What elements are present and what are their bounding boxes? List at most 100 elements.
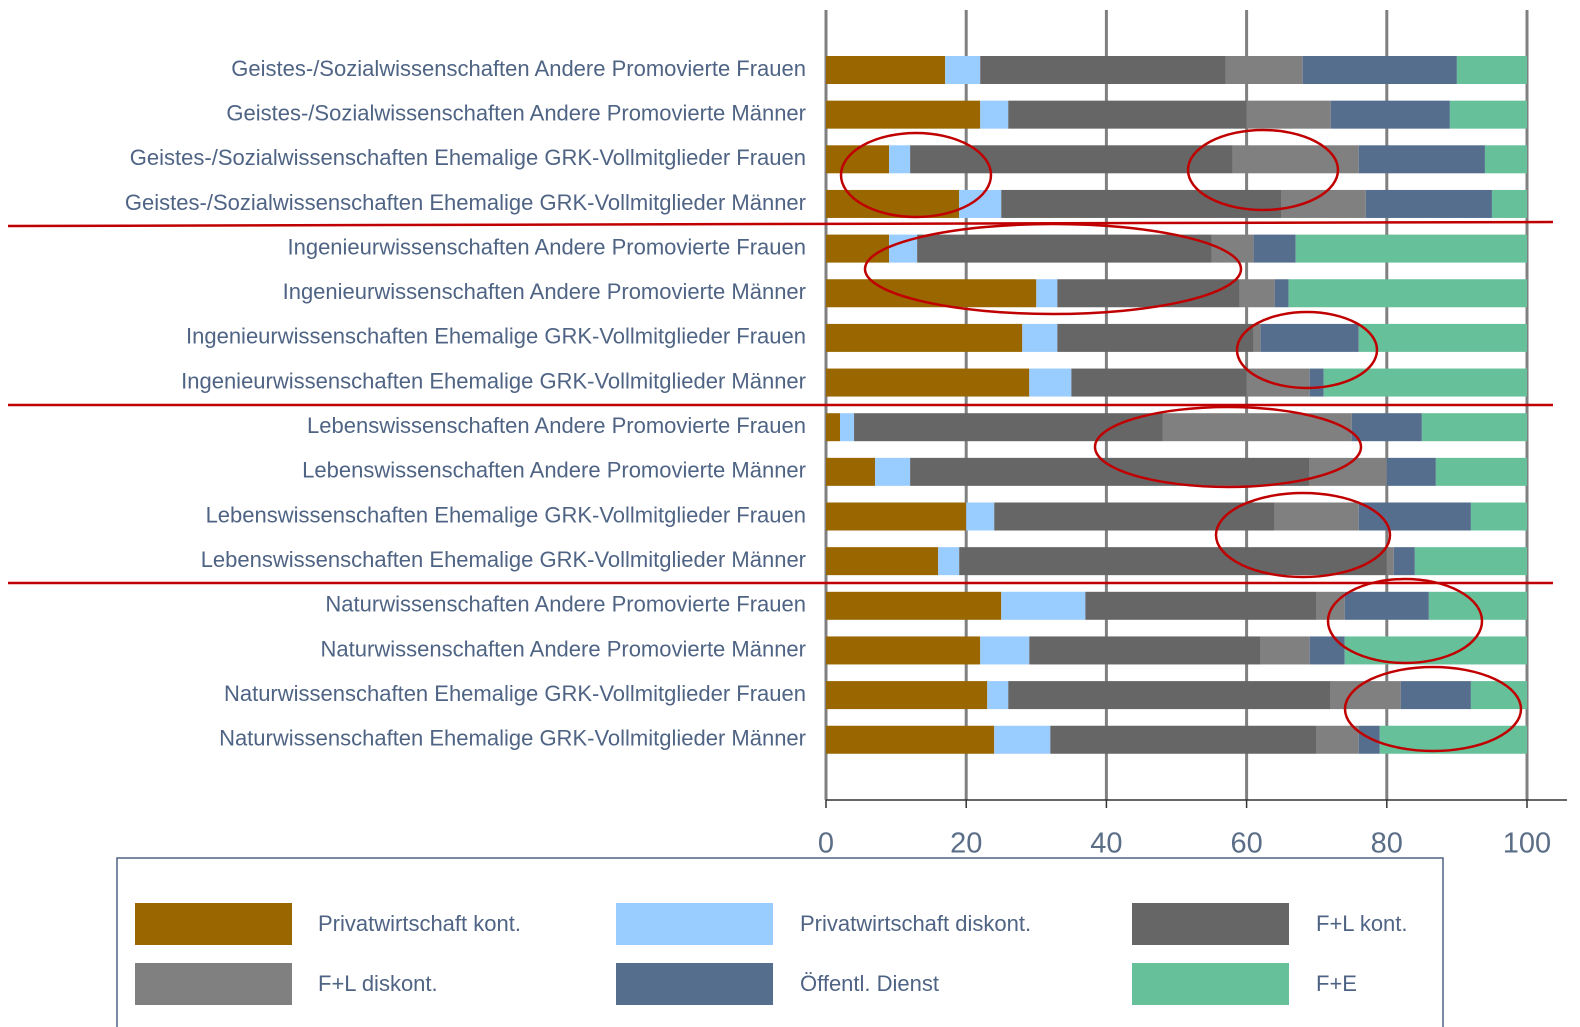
bar-segment	[826, 56, 946, 84]
bar-segment	[826, 189, 960, 218]
bar-segment	[826, 368, 1030, 397]
bar-segment	[1400, 681, 1471, 710]
bar-segment	[1323, 368, 1527, 397]
bar-segment	[1260, 636, 1310, 665]
bar-segment	[994, 502, 1275, 531]
bar-segment	[1029, 368, 1072, 397]
bar-segment	[826, 457, 876, 486]
bar-segment	[1491, 189, 1527, 218]
bar-segment	[1071, 368, 1247, 397]
y-tick-label: Ingenieurwissenschaften Ehemalige GRK-Vo…	[186, 324, 806, 349]
bar-segment	[1008, 100, 1247, 129]
bar-segment	[1057, 323, 1254, 352]
bar-segment	[917, 234, 1212, 263]
grid: 0 20 40 60 80 100	[818, 10, 1567, 860]
bar-segment	[1008, 681, 1331, 710]
legend-label: F+E	[1316, 971, 1357, 996]
highlight-ellipse	[839, 131, 993, 219]
y-tick-label: Lebenswissenschaften Ehemalige GRK-Vollm…	[206, 502, 806, 527]
bar-segment	[1414, 547, 1527, 576]
bar-segment	[1358, 145, 1485, 174]
legend-label: F+L kont.	[1316, 911, 1408, 936]
bar-segment	[1246, 368, 1310, 397]
bar-segment	[1274, 502, 1359, 531]
bar-segment	[1316, 725, 1359, 754]
bar-segment	[1253, 323, 1261, 352]
y-tick-label: Naturwissenschaften Ehemalige GRK-Vollmi…	[224, 681, 806, 706]
annotations	[7, 128, 1554, 753]
bar-segment	[1260, 323, 1359, 352]
bar-segment	[826, 547, 939, 576]
highlight-ellipse	[1214, 491, 1392, 579]
bar-segment	[1029, 636, 1261, 665]
y-tick-label: Lebenswissenschaften Andere Promovierte …	[307, 413, 806, 438]
bar-segment	[980, 56, 1226, 84]
highlight-ellipse	[1093, 405, 1363, 489]
bar-segment	[826, 413, 841, 442]
y-tick-label: Naturwissenschaften Ehemalige GRK-Vollmi…	[219, 726, 806, 751]
bar-segment	[1344, 591, 1429, 620]
bar-segment	[1421, 413, 1527, 442]
x-tick-label: 20	[950, 828, 982, 860]
legend-swatch	[135, 963, 292, 1005]
y-tick-label: Naturwissenschaften Andere Promovierte F…	[325, 592, 806, 617]
highlight-ellipse	[863, 222, 1243, 316]
bar-segment	[1435, 457, 1527, 486]
bar-segment	[826, 323, 1023, 352]
bar-segment	[1295, 234, 1527, 263]
bar-segment	[875, 457, 911, 486]
bar-segment	[1022, 323, 1058, 352]
bar-segment	[826, 502, 967, 531]
bar-segment	[826, 636, 981, 665]
x-tick-label: 0	[818, 828, 834, 860]
bar-segment	[1351, 413, 1422, 442]
bar-segment	[854, 413, 1163, 442]
legend-label: Öffentl. Dienst	[800, 971, 939, 996]
legend: Privatwirtschaft kont. Privatwirtschaft d…	[135, 903, 1408, 1005]
y-tick-label: Ingenieurwissenschaften Andere Promovier…	[287, 234, 806, 259]
bar-segment	[987, 681, 1009, 710]
x-tick-label: 100	[1503, 828, 1551, 860]
bar-segment	[938, 547, 960, 576]
bar-segment	[889, 145, 911, 174]
legend-label: Privatwirtschaft kont.	[318, 911, 521, 936]
bar-segment	[1330, 100, 1450, 129]
bar-segment	[1309, 368, 1324, 397]
bar-segment	[1309, 636, 1345, 665]
bar-segment	[1225, 56, 1303, 84]
bar-segment	[826, 591, 1002, 620]
bar-segment	[1302, 56, 1457, 84]
bar-segment	[1330, 681, 1401, 710]
y-tick-label: Geistes-/Sozialwissenschaften Andere Pro…	[226, 100, 806, 125]
bar-segment	[959, 547, 1387, 576]
y-tick-label: Geistes-/Sozialwissenschaften Andere Pro…	[231, 56, 806, 81]
bar-segment	[1470, 681, 1527, 710]
bar-segment	[1309, 457, 1387, 486]
bar-segment	[1386, 457, 1436, 486]
x-tick-label: 80	[1371, 828, 1403, 860]
bar-segment	[1239, 279, 1275, 308]
y-tick-label: Geistes-/Sozialwissenschaften Ehemalige …	[125, 190, 806, 215]
bar-segment	[1358, 502, 1471, 531]
group-separator	[7, 220, 1554, 228]
bar-segment	[826, 100, 981, 129]
legend-box	[116, 857, 1444, 1027]
bar-segment	[1365, 189, 1492, 218]
bar-segment	[826, 681, 988, 710]
bar-segment	[1470, 502, 1527, 531]
bar-segment	[959, 189, 1002, 218]
bar-segment	[1449, 100, 1527, 129]
bar-segment	[1386, 547, 1394, 576]
bar-segment	[1036, 279, 1058, 308]
legend-swatch	[1132, 903, 1289, 945]
highlight-ellipse	[1343, 665, 1523, 753]
bar-segment	[1246, 100, 1331, 129]
bar-segment	[1393, 547, 1415, 576]
bar-segment	[994, 725, 1051, 754]
bar-segment	[945, 56, 981, 84]
bar-segment	[980, 636, 1030, 665]
legend-swatch	[135, 903, 292, 945]
bar-segment	[1456, 56, 1527, 84]
bar-segment	[1288, 279, 1527, 308]
